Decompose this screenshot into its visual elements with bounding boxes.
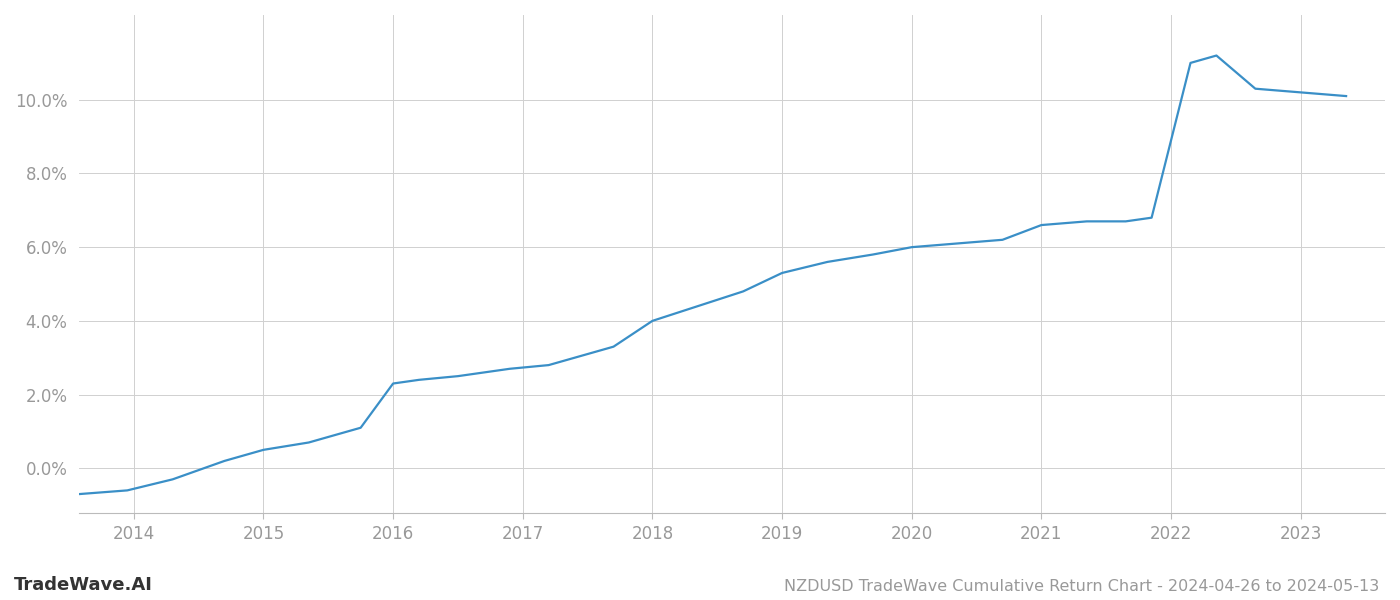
Text: NZDUSD TradeWave Cumulative Return Chart - 2024-04-26 to 2024-05-13: NZDUSD TradeWave Cumulative Return Chart… [784, 579, 1379, 594]
Text: TradeWave.AI: TradeWave.AI [14, 576, 153, 594]
